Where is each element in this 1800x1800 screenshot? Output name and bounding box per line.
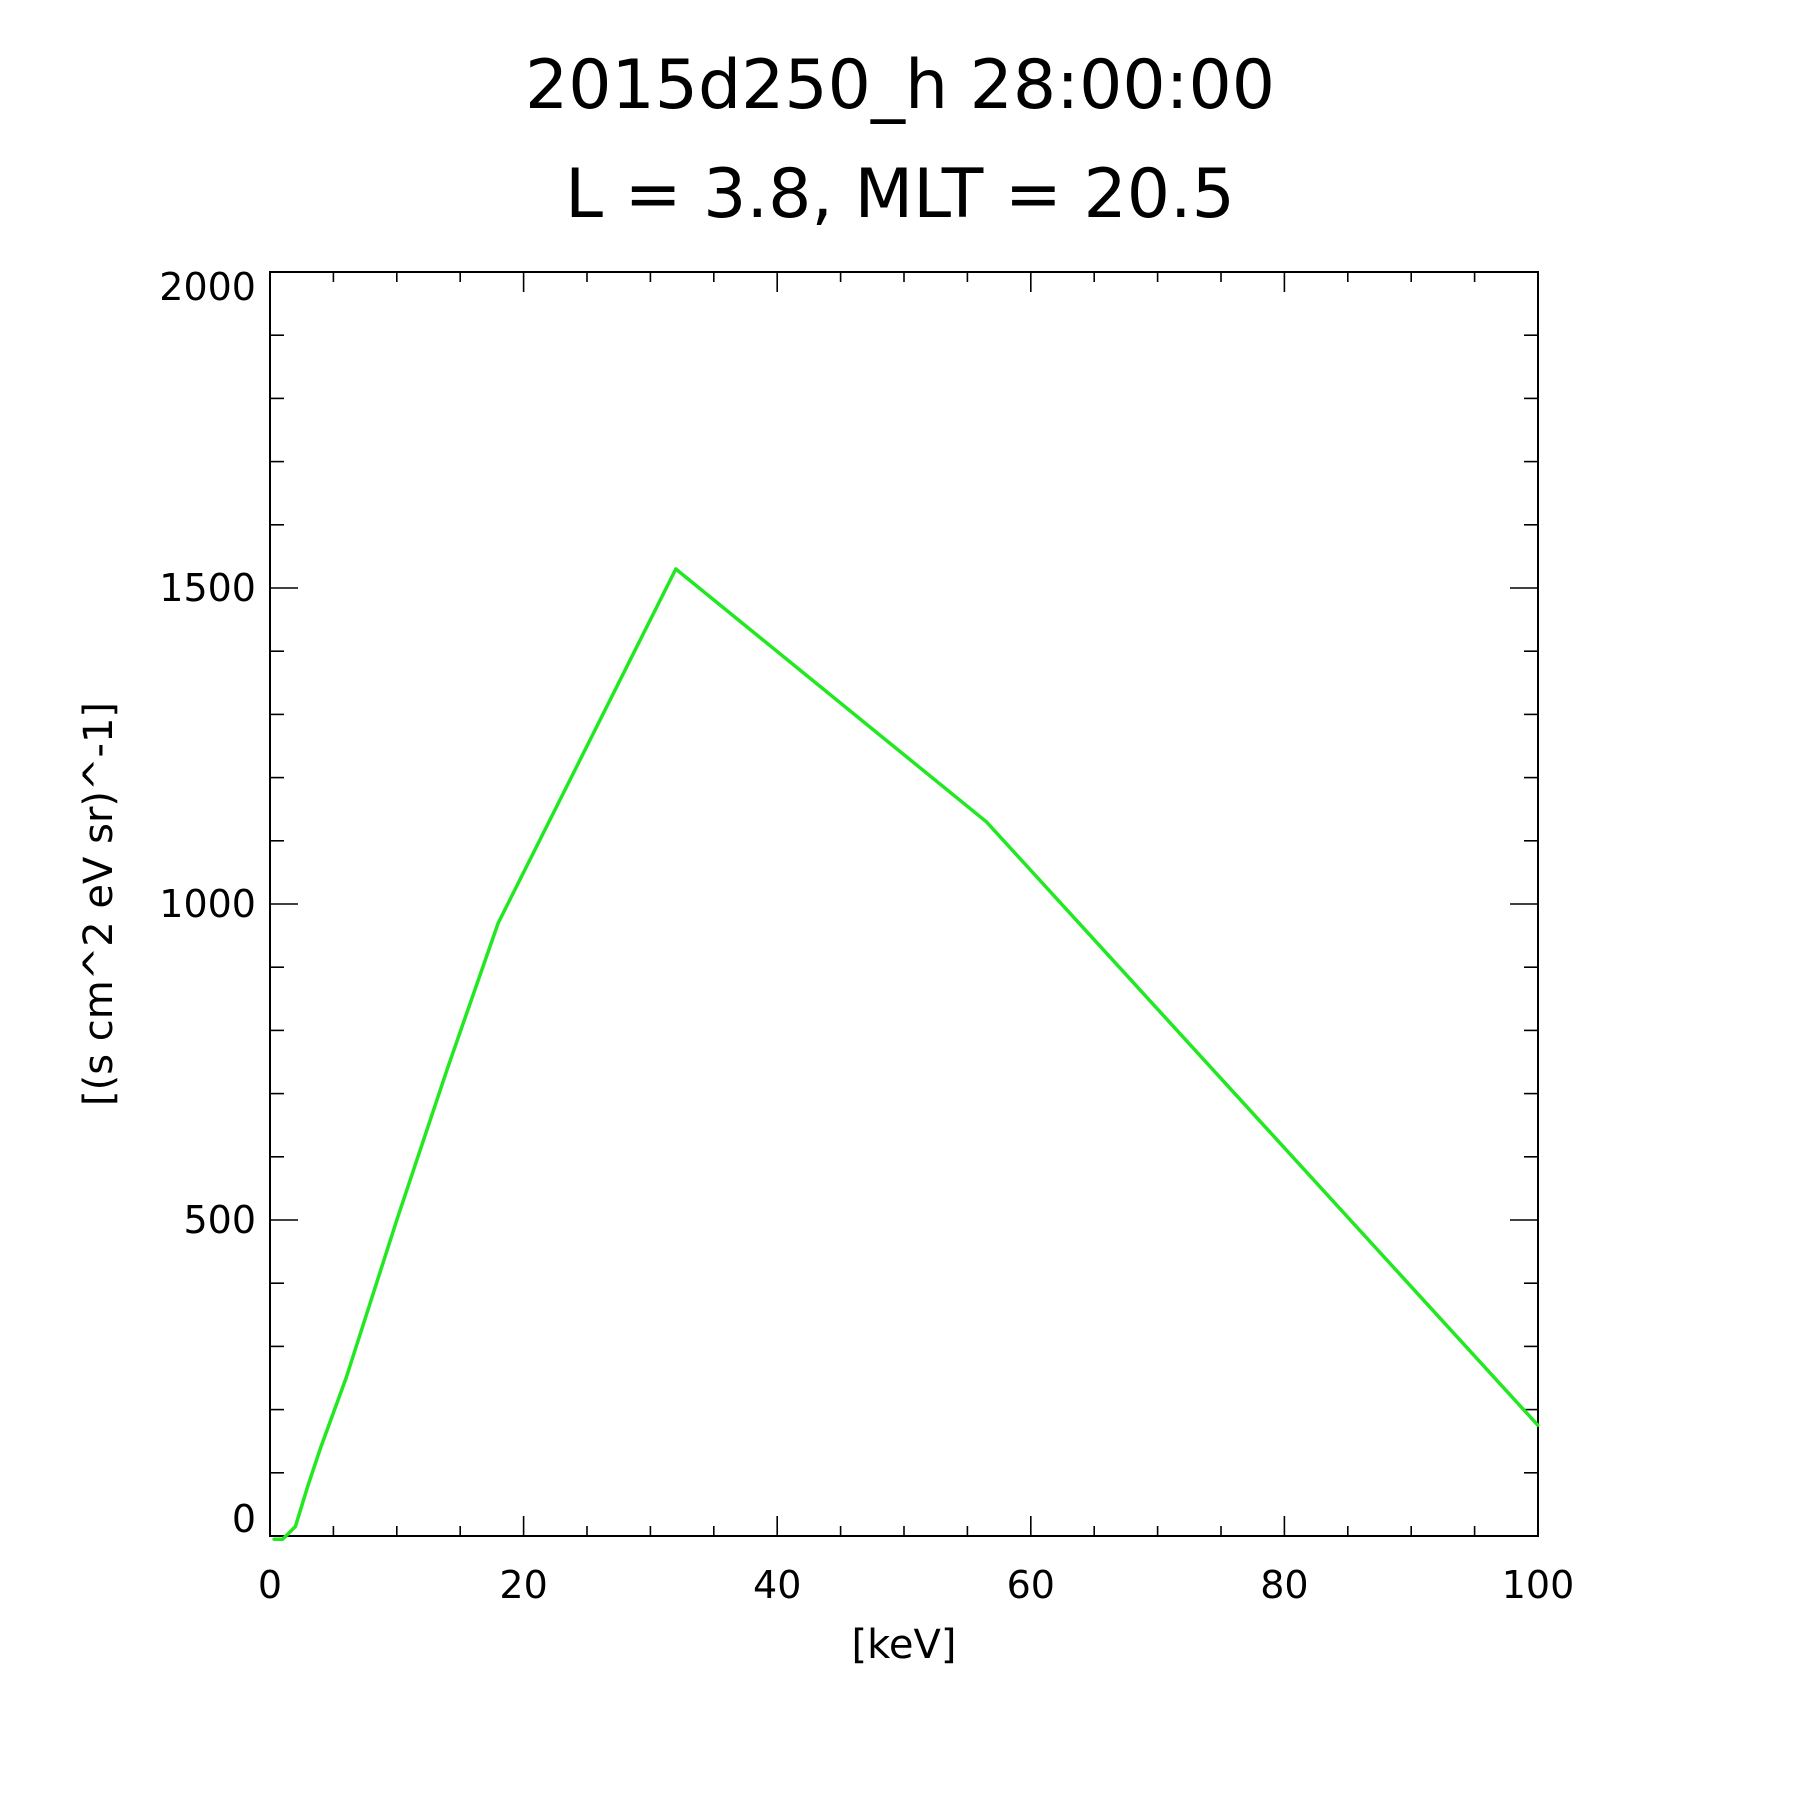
y-tick-labels: 0 500 1000 1500 2000 (159, 265, 256, 1541)
series-points (272, 567, 1540, 1541)
series-point (272, 1537, 276, 1541)
y-tick-label: 500 (183, 1198, 256, 1242)
plot-frame (269, 271, 1539, 1537)
x-tick-label: 60 (1007, 1563, 1055, 1607)
axis-ticks (270, 272, 1538, 1536)
series-point (319, 1446, 323, 1449)
y-tick-label: 0 (232, 1497, 256, 1541)
y-axis-label: [(s cm^2 eV sr)^-1] (76, 702, 122, 1106)
series-point (446, 1066, 449, 1070)
x-tick-label: 80 (1260, 1563, 1308, 1607)
series-point (306, 1483, 310, 1487)
x-tick-label: 0 (258, 1563, 282, 1607)
chart-title: 2015d250_h 28:00:00 (525, 46, 1275, 125)
y-tick-label: 1000 (159, 882, 256, 926)
x-tick-label: 100 (1502, 1563, 1575, 1607)
series-point (344, 1376, 348, 1380)
series-point (281, 1537, 285, 1541)
series-line (273, 567, 1540, 1541)
x-tick-labels: 0 20 40 60 80 100 (258, 1563, 1574, 1607)
x-tick-label: 20 (499, 1563, 547, 1607)
x-tick-label: 40 (753, 1563, 801, 1607)
x-axis-label: [keV] (852, 1622, 957, 1668)
series-point (496, 921, 500, 925)
series-point (293, 1525, 297, 1528)
y-tick-label: 2000 (159, 265, 256, 309)
series-point (395, 1218, 399, 1222)
series-point (984, 820, 988, 824)
series-point (674, 567, 678, 571)
y-tick-label: 1500 (159, 566, 256, 610)
chart-subtitle: L = 3.8, MLT = 20.5 (565, 155, 1235, 234)
series-point (1536, 1423, 1540, 1427)
